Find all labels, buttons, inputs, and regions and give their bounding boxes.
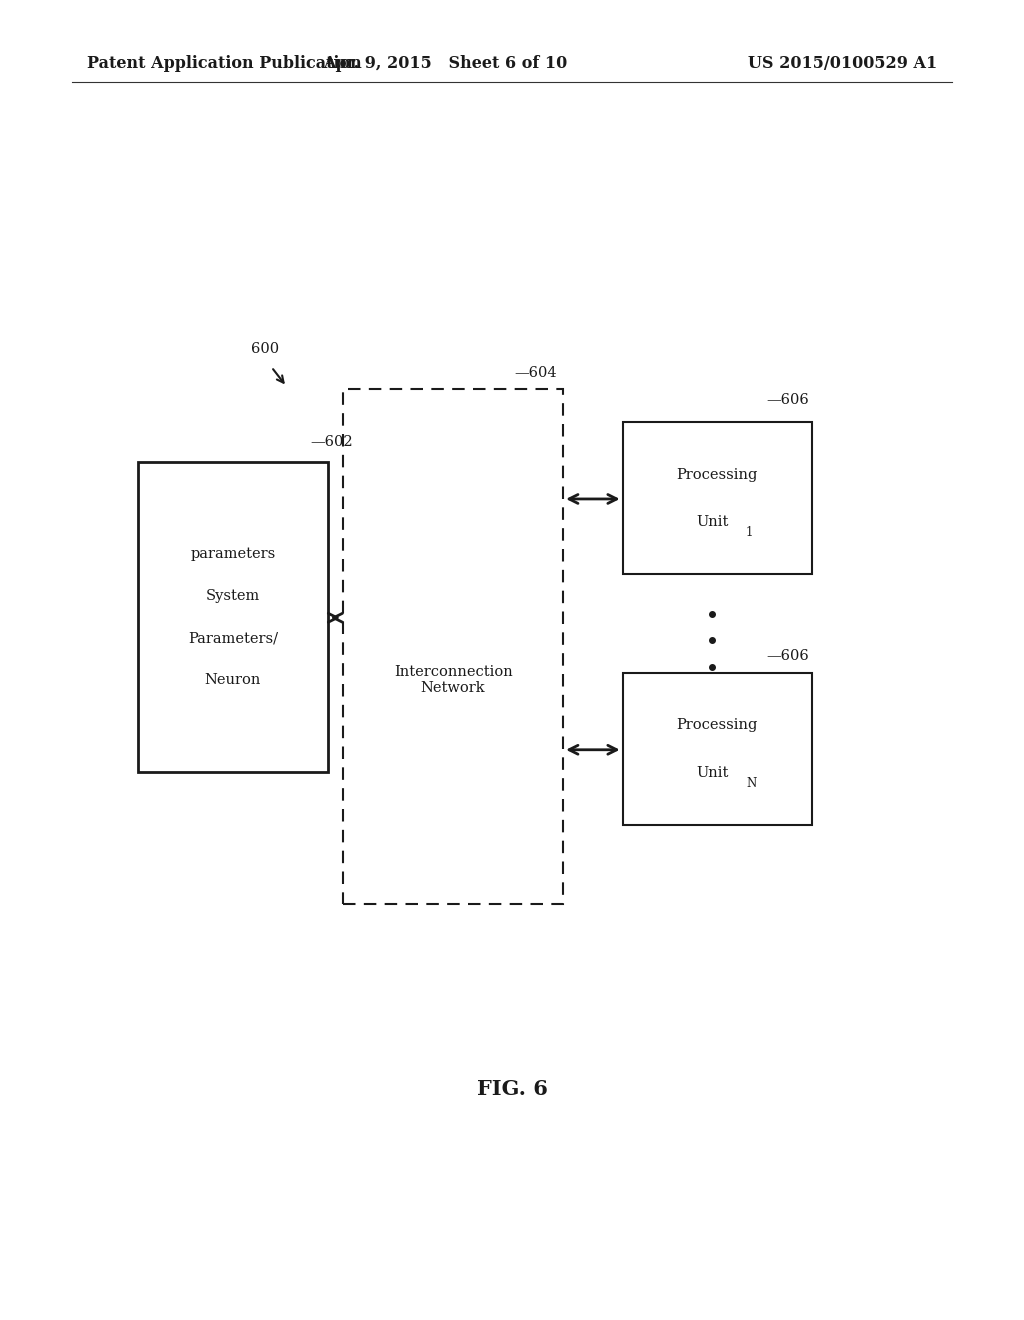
Bar <box>623 422 812 574</box>
Text: —604: —604 <box>514 366 557 380</box>
Bar <box>343 389 563 904</box>
Text: Parameters/: Parameters/ <box>188 631 278 645</box>
Text: 600: 600 <box>251 342 279 356</box>
Text: Apr. 9, 2015   Sheet 6 of 10: Apr. 9, 2015 Sheet 6 of 10 <box>324 55 567 71</box>
Text: Unit: Unit <box>696 515 728 529</box>
Text: FIG. 6: FIG. 6 <box>476 1078 548 1100</box>
Text: —606: —606 <box>766 648 809 663</box>
Text: Interconnection
Network: Interconnection Network <box>394 665 512 694</box>
Bar <box>623 673 812 825</box>
Text: —602: —602 <box>310 434 353 449</box>
Text: Neuron: Neuron <box>205 673 261 688</box>
Text: Processing: Processing <box>677 718 758 733</box>
Text: N: N <box>745 777 757 789</box>
Text: parameters: parameters <box>190 546 275 561</box>
Bar <box>138 462 328 772</box>
Text: —606: —606 <box>766 392 809 407</box>
Text: 1: 1 <box>745 527 754 539</box>
Text: Unit: Unit <box>696 766 728 780</box>
Text: System: System <box>206 589 260 603</box>
Text: Processing: Processing <box>677 467 758 482</box>
Text: US 2015/0100529 A1: US 2015/0100529 A1 <box>748 55 937 71</box>
Text: Patent Application Publication: Patent Application Publication <box>87 55 361 71</box>
